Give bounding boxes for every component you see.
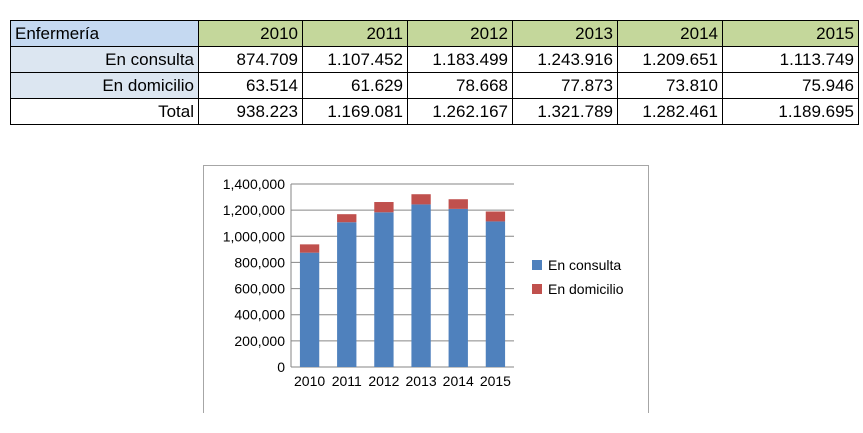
year-header: 2013 — [512, 20, 618, 47]
table-cell: 77.873 — [512, 72, 618, 99]
y-tick-label: 600,000 — [234, 281, 285, 297]
table-corner-label: Enfermería — [10, 20, 199, 47]
x-tick-label: 2015 — [480, 373, 511, 389]
y-tick-label: 1,000,000 — [223, 228, 285, 244]
table-row: En domicilio 63.514 61.629 78.668 77.873… — [10, 72, 859, 99]
y-tick-label: 400,000 — [234, 307, 285, 323]
bar-en-consulta — [299, 252, 320, 367]
table-cell: 1.113.749 — [722, 46, 859, 73]
bar-en-consulta — [374, 212, 394, 367]
bar-en-consulta — [337, 222, 357, 367]
bar-en-consulta — [485, 221, 506, 367]
table-cell: 73.810 — [617, 72, 723, 99]
y-tick-label: 800,000 — [234, 254, 285, 270]
bar-en-consulta — [448, 208, 468, 367]
row-label-consulta: En consulta — [10, 46, 199, 73]
x-tick-label: 2014 — [443, 373, 474, 389]
table-row: Total 938.223 1.169.081 1.262.167 1.321.… — [10, 98, 859, 125]
table-cell: 1.183.499 — [407, 46, 513, 73]
legend-swatch — [532, 260, 542, 270]
bar-en-domicilio — [299, 244, 320, 253]
table-cell: 874.709 — [198, 46, 303, 73]
y-tick-label: 0 — [277, 359, 285, 375]
y-tick-label: 1,400,000 — [223, 176, 285, 192]
table-cell: 75.946 — [722, 72, 859, 99]
table-cell: 938.223 — [198, 98, 303, 125]
table-cell: 1.169.081 — [302, 98, 408, 125]
table-cell: 1.107.452 — [302, 46, 408, 73]
x-tick-label: 2012 — [368, 373, 399, 389]
bar-en-domicilio — [411, 194, 431, 205]
table-cell: 1.321.789 — [512, 98, 618, 125]
x-tick-label: 2013 — [406, 373, 437, 389]
data-table: Enfermería 2010 2011 2012 2013 2014 2015… — [10, 20, 859, 125]
stacked-bar-chart: 0 200,000 400,000 600,000 800,000 1,000,000 1,… — [223, 176, 624, 389]
table-header-row: Enfermería 2010 2011 2012 2013 2014 2015 — [10, 20, 859, 47]
year-header: 2014 — [617, 20, 723, 47]
bar-en-domicilio — [337, 214, 357, 223]
year-header: 2011 — [302, 20, 408, 47]
chart-frame: 0 200,000 400,000 600,000 800,000 1,000,000 1,… — [203, 165, 649, 413]
row-label-total: Total — [10, 98, 199, 125]
legend-swatch — [532, 284, 542, 294]
table-cell: 1.209.651 — [617, 46, 723, 73]
x-tick-label: 2011 — [332, 373, 362, 389]
bar-en-domicilio — [374, 202, 394, 213]
table-cell: 1.262.167 — [407, 98, 513, 125]
bar-en-consulta — [411, 204, 431, 367]
year-header: 2015 — [722, 20, 859, 47]
bar-en-domicilio — [485, 211, 506, 222]
y-tick-label: 1,200,000 — [223, 202, 285, 218]
table-cell: 1.243.916 — [512, 46, 618, 73]
row-label-domicilio: En domicilio — [10, 72, 199, 99]
legend-label: En domicilio — [548, 281, 624, 297]
table-cell: 78.668 — [407, 72, 513, 99]
table-cell: 63.514 — [198, 72, 303, 99]
y-tick-label: 200,000 — [234, 333, 285, 349]
year-header: 2010 — [198, 20, 303, 47]
table-cell: 61.629 — [302, 72, 408, 99]
bar-en-domicilio — [448, 199, 468, 209]
table-cell: 1.189.695 — [722, 98, 859, 125]
table-cell: 1.282.461 — [617, 98, 723, 125]
legend-label: En consulta — [548, 257, 621, 273]
table-row: En consulta 874.709 1.107.452 1.183.499 … — [10, 46, 859, 73]
x-tick-label: 2010 — [294, 373, 325, 389]
year-header: 2012 — [407, 20, 513, 47]
